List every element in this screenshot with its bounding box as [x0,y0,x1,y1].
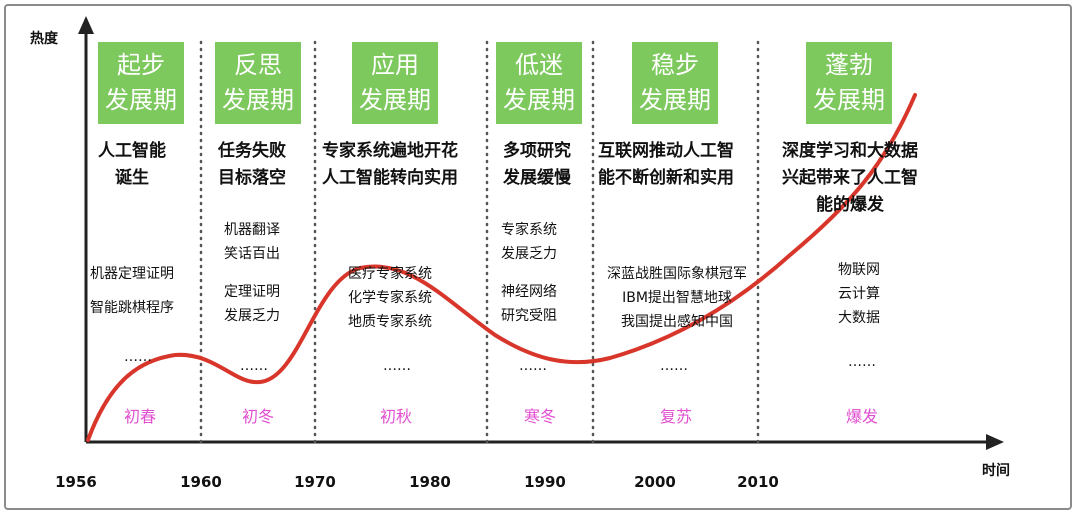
event-line: 目标落空 [218,168,286,188]
event-line: 多项研究 [503,141,571,161]
phase-title-line1: 起步 [117,51,165,79]
season-label-downturn: 寒冬 [523,407,556,426]
phase-box-reflection: 反思 发展期 [215,42,301,124]
phase-details-application: 医疗专家系统 化学专家系统 地质专家系统 [348,262,432,334]
tick-1990: 1990 [524,473,566,491]
phase-title-line2: 发展期 [359,86,431,114]
heat-curve [86,93,917,442]
season-label-startup: 初春 [123,407,156,426]
phase-box-steady: 稳步 发展期 [632,42,718,124]
phase-title-line2: 发展期 [503,86,575,114]
phase-title-line1: 低迷 [515,51,563,79]
phase-details-boom: 物联网 云计算 大数据 [838,258,880,330]
ellipsis-steady: …… [660,358,688,374]
phase-event-steady: 互联网推动人工智 能不断创新和实用 [598,138,734,192]
phase-title-line2: 发展期 [222,86,294,114]
x-axis-label: 时间 [982,463,1010,479]
event-line: 能不断创新和实用 [598,168,734,188]
tick-1956: 1956 [55,473,97,491]
tick-1960: 1960 [180,473,222,491]
detail-item: 地质专家系统 [348,314,432,330]
phase-details-steady: 深蓝战胜国际象棋冠军 IBM提出智慧地球 我国提出感知中国 [594,262,760,334]
x-axis-arrow [986,434,1004,450]
phase-title-line1: 反思 [234,51,282,79]
detail-item: 化学专家系统 [348,290,432,306]
event-line: 深度学习和大数据 [782,141,918,161]
detail-item: 专家系统 [501,222,557,238]
phase-box-application: 应用 发展期 [352,42,438,124]
phase-title-line2: 发展期 [105,86,177,114]
phase-title-line2: 发展期 [639,86,711,114]
tick-2010: 2010 [737,473,779,491]
season-label-application: 初秋 [379,407,412,426]
phase-event-reflection: 任务失败 目标落空 [218,138,286,192]
diagram-frame [4,4,1072,510]
detail-item: 发展乏力 [501,246,557,262]
event-line: 互联网推动人工智 [598,141,734,161]
detail-item: 医疗专家系统 [348,266,432,282]
detail-item: 我国提出感知中国 [621,314,733,330]
event-line: 人工智能转向实用 [322,168,458,188]
event-line: 任务失败 [218,141,286,161]
ellipsis-startup: …… [124,349,152,365]
phase-details-startup: 机器定理证明 智能跳棋程序 [90,257,174,325]
detail-item: IBM提出智慧地球 [622,290,732,306]
event-line: 兴起带来了人工智 [782,168,918,188]
detail-item: 发展乏力 [224,308,280,324]
phase-event-downturn: 多项研究 发展缓慢 [503,138,571,192]
event-line: 专家系统遍地开花 [322,141,458,161]
y-axis-label: 热度 [30,31,58,47]
phase-title-line1: 蓬勃 [825,51,873,79]
phase-event-startup: 人工智能 诞生 [98,138,166,192]
detail-item: 研究受阻 [501,308,557,324]
detail-item: 机器定理证明 [90,266,174,282]
phase-box-downturn: 低迷 发展期 [496,42,582,124]
event-line: 发展缓慢 [503,168,571,188]
phase-box-startup: 起步 发展期 [98,42,184,124]
detail-item: 大数据 [838,310,880,326]
tick-2000: 2000 [634,473,676,491]
phase-event-boom: 深度学习和大数据 兴起带来了人工智 能的爆发 [782,138,918,219]
season-label-reflection: 初冬 [241,407,274,426]
detail-item: 智能跳棋程序 [90,300,174,316]
detail-item: 深蓝战胜国际象棋冠军 [607,266,747,282]
season-label-boom: 爆发 [845,407,878,426]
event-line: 诞生 [115,168,149,188]
phase-title-line2: 发展期 [813,86,885,114]
detail-item: 云计算 [838,286,880,302]
detail-item: 物联网 [838,262,880,278]
ellipsis-downturn: …… [519,358,547,374]
y-axis-arrow [78,16,94,34]
phase-title-line1: 应用 [371,51,419,79]
detail-item: 定理证明 [224,284,280,300]
event-line: 能的爆发 [816,195,884,215]
tick-1980: 1980 [409,473,451,491]
phase-title-line1: 稳步 [651,51,699,79]
phase-box-boom: 蓬勃 发展期 [806,42,892,124]
season-label-steady: 复苏 [659,407,692,426]
ellipsis-application: …… [383,358,411,374]
phase-details-reflection: 机器翻译 笑话百出 定理证明 发展乏力 [224,218,280,328]
event-line: 人工智能 [98,141,166,161]
ellipsis-boom: …… [848,354,876,370]
detail-item: 机器翻译 [224,222,280,238]
phase-details-downturn: 专家系统 发展乏力 神经网络 研究受阻 [501,218,557,328]
phase-event-application: 专家系统遍地开花 人工智能转向实用 [322,138,458,192]
detail-item: 笑话百出 [224,246,280,262]
tick-1970: 1970 [294,473,336,491]
ellipsis-reflection: …… [240,358,268,374]
detail-item: 神经网络 [501,284,557,300]
